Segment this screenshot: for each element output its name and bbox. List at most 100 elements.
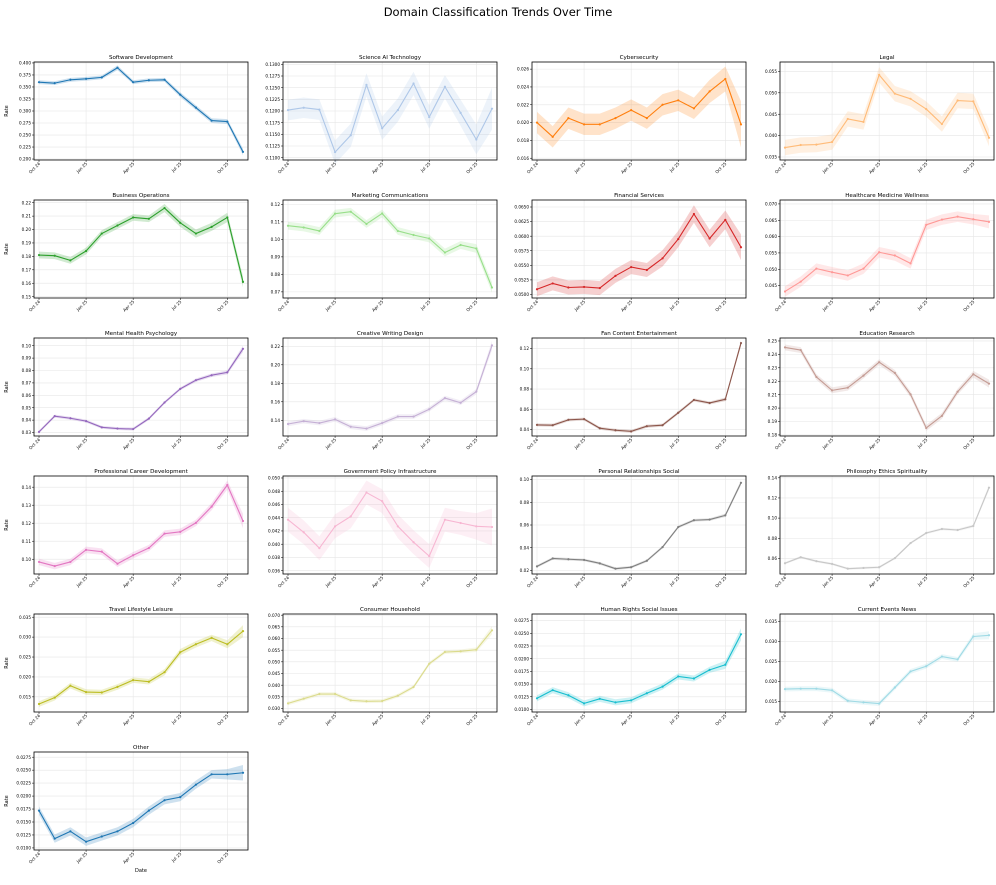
x-tick-label: Jul 25 bbox=[668, 299, 681, 312]
data-point bbox=[972, 373, 975, 376]
y-tick-label: 0.08 bbox=[271, 272, 281, 277]
data-point bbox=[925, 531, 928, 535]
data-point bbox=[443, 85, 447, 88]
data-point bbox=[349, 425, 352, 428]
y-tick-label: 0.045 bbox=[765, 283, 777, 288]
y-tick-label: 0.17 bbox=[22, 267, 32, 272]
subplot: 0.015 0.020 0.025 0.030 0.035 Oct 24 Jan 25 Apr… bbox=[765, 607, 995, 727]
data-point bbox=[535, 697, 539, 700]
data-point bbox=[972, 218, 975, 221]
x-tick-label: Jan 25 bbox=[324, 299, 338, 313]
data-point bbox=[535, 121, 539, 124]
data-point bbox=[475, 525, 478, 528]
series-line bbox=[784, 634, 990, 705]
y-tick-label: 0.060 bbox=[765, 234, 777, 239]
plot-frame bbox=[531, 337, 747, 437]
data-point bbox=[490, 286, 494, 289]
series-line bbox=[38, 772, 244, 843]
x-tick-label: Jul 25 bbox=[419, 437, 432, 450]
data-point bbox=[459, 243, 462, 247]
y-tick-label: 0.1225 bbox=[265, 97, 280, 102]
y-tick-label: 0.10 bbox=[22, 343, 32, 348]
x-tick-label: Oct 25 bbox=[216, 437, 230, 451]
data-point bbox=[614, 117, 617, 120]
plot-frame bbox=[33, 199, 249, 299]
x-tick-label: Jul 25 bbox=[170, 575, 183, 588]
y-tick-label: 0.09 bbox=[22, 356, 32, 361]
y-tick-label: 0.044 bbox=[268, 515, 280, 520]
data-point bbox=[475, 648, 478, 651]
subplot-title: Government Policy Infrastructure bbox=[344, 469, 437, 475]
data-point bbox=[100, 550, 103, 553]
subplot: 0.0100 0.0125 0.0150 0.0175 0.0200 0.0225 0.02… bbox=[4, 745, 249, 865]
data-point bbox=[893, 371, 896, 375]
data-point bbox=[194, 232, 198, 235]
subplot: 0.04 0.06 0.08 0.10 0.12 Oct 24 Jan 25 Apr 25 Ju… bbox=[520, 331, 747, 451]
data-point bbox=[708, 237, 711, 240]
y-tick-label: 0.22 bbox=[22, 200, 32, 205]
y-tick-label: 0.0275 bbox=[514, 618, 529, 623]
x-tick-label: Apr 25 bbox=[371, 713, 385, 727]
data-point bbox=[381, 421, 384, 425]
y-tick-label: 0.20 bbox=[22, 227, 32, 232]
data-point bbox=[147, 217, 150, 220]
subplot-title: Consumer Household bbox=[360, 607, 420, 613]
data-point bbox=[551, 135, 554, 138]
x-tick-label: Oct 25 bbox=[714, 575, 728, 589]
data-point bbox=[84, 77, 88, 80]
y-tick-label: 0.18 bbox=[22, 254, 32, 259]
x-tick-label: Oct 24 bbox=[774, 713, 788, 727]
y-tick-label: 0.0100 bbox=[514, 707, 529, 712]
data-point bbox=[365, 491, 368, 494]
data-point bbox=[226, 120, 229, 123]
y-tick-label: 0.07 bbox=[22, 381, 32, 386]
y-tick-label: 0.375 bbox=[19, 73, 31, 78]
data-point bbox=[692, 519, 696, 522]
y-tick-label: 0.15 bbox=[22, 294, 32, 299]
x-tick-label: Jan 25 bbox=[573, 437, 587, 451]
subplot-title: Creative Writing Design bbox=[357, 331, 424, 337]
x-tick-label: Oct 25 bbox=[216, 299, 230, 313]
data-point bbox=[412, 415, 415, 418]
y-tick-label: 0.07 bbox=[271, 289, 281, 294]
y-tick-label: 0.1300 bbox=[265, 62, 280, 67]
plot-frame bbox=[282, 337, 498, 437]
data-point bbox=[862, 566, 865, 570]
data-point bbox=[179, 651, 182, 654]
data-point bbox=[241, 630, 245, 633]
y-tick-label: 0.025 bbox=[19, 655, 31, 660]
y-tick-label: 0.020 bbox=[765, 679, 777, 684]
data-point bbox=[37, 253, 41, 257]
data-point bbox=[645, 268, 648, 272]
subplot: 0.0100 0.0125 0.0150 0.0175 0.0200 0.0225 0.02… bbox=[514, 607, 747, 727]
data-point bbox=[459, 401, 462, 404]
x-tick-label: Oct 24 bbox=[277, 161, 291, 175]
data-point bbox=[940, 218, 944, 221]
data-point bbox=[909, 97, 912, 100]
x-tick-label: Apr 25 bbox=[868, 575, 882, 589]
data-point bbox=[972, 100, 975, 103]
y-tick-label: 0.035 bbox=[765, 619, 777, 624]
data-point bbox=[318, 229, 321, 233]
data-point bbox=[396, 525, 399, 528]
x-tick-label: Jan 25 bbox=[821, 161, 835, 175]
series-line bbox=[38, 348, 244, 433]
y-tick-label: 0.070 bbox=[268, 613, 280, 618]
data-point bbox=[799, 143, 802, 147]
x-tick-label: Oct 25 bbox=[216, 575, 230, 589]
plot-frame bbox=[531, 613, 747, 713]
x-tick-label: Oct 24 bbox=[526, 161, 540, 175]
data-point bbox=[830, 271, 834, 274]
data-point bbox=[830, 140, 834, 144]
data-point bbox=[862, 374, 865, 377]
data-point bbox=[614, 567, 617, 570]
y-tick-label: 0.050 bbox=[765, 267, 777, 272]
data-point bbox=[692, 398, 696, 402]
data-point bbox=[582, 285, 586, 289]
data-point bbox=[396, 415, 399, 418]
subplot: 0.06 0.08 0.10 0.12 0.14 Oct 24 Jan 25 Apr 25 Ju… bbox=[768, 469, 995, 589]
data-point bbox=[893, 92, 896, 95]
y-tick-label: 0.05 bbox=[22, 405, 32, 410]
data-point bbox=[692, 677, 696, 680]
subplot-title: Professional Career Development bbox=[94, 469, 188, 475]
